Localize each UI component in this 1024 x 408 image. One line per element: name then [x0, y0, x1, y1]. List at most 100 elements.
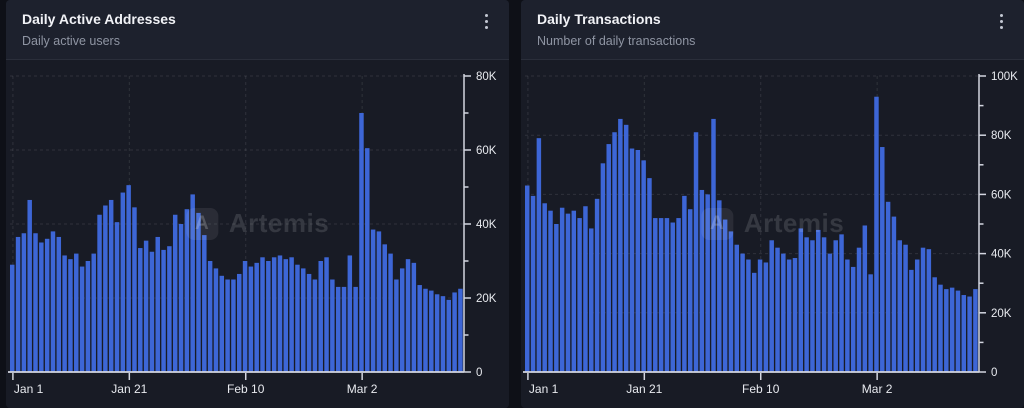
chart-bar[interactable]: [213, 268, 219, 372]
chart-bar[interactable]: [821, 237, 827, 372]
chart-bar[interactable]: [260, 257, 265, 372]
chart-bar[interactable]: [845, 259, 850, 372]
chart-bar[interactable]: [967, 296, 972, 372]
chart-bar[interactable]: [190, 194, 195, 372]
chart-bar[interactable]: [833, 240, 838, 372]
chart-bar[interactable]: [868, 274, 873, 372]
chart-bar[interactable]: [33, 233, 38, 372]
chart-bar[interactable]: [68, 259, 73, 372]
chart-bar[interactable]: [798, 228, 804, 372]
chart-bar[interactable]: [277, 255, 283, 372]
chart-bar[interactable]: [559, 207, 565, 372]
chart-bar[interactable]: [74, 253, 79, 372]
chart-bar[interactable]: [693, 132, 699, 372]
chart-bar[interactable]: [324, 257, 329, 372]
chart-bar[interactable]: [949, 287, 955, 372]
chart-bar[interactable]: [318, 261, 323, 372]
chart-bar[interactable]: [769, 240, 774, 372]
chart-bar[interactable]: [365, 148, 370, 372]
kebab-menu-icon[interactable]: [475, 9, 497, 33]
chart-bar[interactable]: [254, 262, 259, 372]
chart-bar[interactable]: [763, 262, 769, 372]
chart-bar[interactable]: [237, 273, 242, 372]
chart-bar[interactable]: [687, 209, 693, 372]
chart-bar[interactable]: [388, 253, 393, 372]
chart-bar[interactable]: [682, 195, 687, 372]
chart-bar[interactable]: [618, 118, 623, 372]
chart-bar[interactable]: [167, 246, 172, 372]
chart-bar[interactable]: [874, 96, 879, 372]
chart-bar[interactable]: [629, 148, 635, 372]
chart-bar[interactable]: [938, 284, 943, 372]
chart-bar[interactable]: [647, 178, 652, 372]
chart-bar[interactable]: [525, 185, 530, 372]
chart-bar[interactable]: [920, 247, 926, 372]
chart-bar[interactable]: [458, 288, 463, 372]
chart-bar[interactable]: [932, 277, 937, 372]
chart-bar[interactable]: [670, 222, 675, 372]
chart-bar[interactable]: [330, 279, 335, 373]
chart-bar[interactable]: [827, 253, 833, 372]
chart-bar[interactable]: [97, 214, 102, 372]
chart-bar[interactable]: [411, 262, 417, 372]
chart-bar[interactable]: [885, 201, 891, 372]
chart-bar[interactable]: [353, 286, 358, 372]
chart-bar[interactable]: [289, 257, 294, 372]
chart-bar[interactable]: [85, 261, 91, 372]
chart-bar[interactable]: [376, 231, 382, 372]
chart-bar[interactable]: [554, 224, 559, 372]
chart-bar[interactable]: [653, 218, 658, 372]
chart-bar[interactable]: [548, 210, 553, 372]
chart-bar[interactable]: [880, 147, 885, 372]
chart-bar[interactable]: [225, 279, 230, 373]
chart-bar[interactable]: [914, 259, 920, 372]
chart-bar[interactable]: [301, 268, 306, 372]
chart-bar[interactable]: [429, 290, 434, 372]
chart-bar[interactable]: [231, 279, 236, 373]
chart-bar[interactable]: [405, 259, 411, 372]
chart-bar[interactable]: [56, 236, 62, 372]
chart-bar[interactable]: [862, 225, 868, 372]
chart-bar[interactable]: [312, 279, 318, 373]
chart-bar[interactable]: [717, 200, 722, 372]
chart-bar[interactable]: [434, 294, 440, 372]
chart-bar[interactable]: [44, 238, 50, 372]
chart-bar[interactable]: [27, 199, 32, 372]
chart-bar[interactable]: [62, 255, 67, 372]
chart-bar[interactable]: [50, 231, 56, 372]
chart-bar[interactable]: [705, 194, 710, 372]
chart-bar[interactable]: [565, 213, 571, 372]
chart-bar[interactable]: [21, 233, 27, 372]
chart-bar[interactable]: [728, 231, 734, 372]
chart-bar[interactable]: [359, 113, 364, 372]
chart-bar[interactable]: [623, 124, 629, 372]
chart-bar[interactable]: [792, 258, 798, 372]
chart-bar[interactable]: [202, 235, 207, 372]
chart-bar[interactable]: [114, 222, 120, 372]
chart-bar[interactable]: [382, 244, 387, 372]
chart-bar[interactable]: [196, 212, 201, 372]
chart-bar[interactable]: [39, 242, 44, 373]
chart-bar[interactable]: [711, 118, 716, 372]
chart-bar[interactable]: [757, 259, 763, 372]
chart-bar[interactable]: [816, 229, 821, 372]
chart-bar[interactable]: [10, 264, 15, 372]
chart-bar[interactable]: [891, 216, 897, 372]
chart-bar[interactable]: [740, 253, 745, 372]
chart-bar[interactable]: [786, 259, 792, 372]
chart-bar[interactable]: [446, 299, 452, 372]
chart-bar[interactable]: [699, 189, 705, 372]
chart-bar[interactable]: [635, 150, 641, 372]
chart-bar[interactable]: [219, 275, 225, 372]
chart-bar[interactable]: [417, 285, 422, 372]
chart-bar[interactable]: [161, 249, 166, 372]
chart-bar[interactable]: [734, 244, 740, 372]
chart-bar[interactable]: [926, 249, 932, 372]
chart-bar[interactable]: [641, 160, 646, 372]
chart-bar[interactable]: [295, 264, 300, 372]
chart-bar[interactable]: [155, 236, 160, 372]
chart-bar[interactable]: [909, 269, 914, 372]
chart-bar[interactable]: [664, 218, 670, 372]
chart-bar[interactable]: [271, 257, 277, 372]
chart-bar[interactable]: [370, 229, 376, 372]
